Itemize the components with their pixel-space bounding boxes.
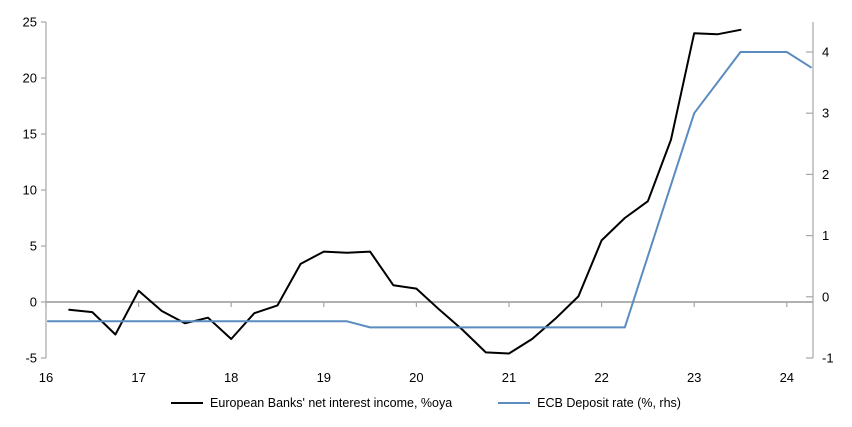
legend-line-swatch-black: [171, 402, 204, 404]
series-line-0: [68, 28, 742, 355]
legend-label-ecb-deposit-rate: ECB Deposit rate (%, rhs): [537, 396, 681, 410]
x-axis-tick-label: 22: [594, 370, 608, 385]
series-line-1: [46, 51, 812, 329]
y-axis-right-tick-label: 3: [822, 106, 829, 121]
x-axis-tick-label: 24: [780, 370, 794, 385]
x-axis-tick-label: 20: [409, 370, 423, 385]
y-axis-left-tick-label: -5: [25, 351, 37, 366]
y-axis-right-tick-label: 4: [822, 45, 829, 60]
y-axis-left-tick-label: 15: [23, 127, 37, 142]
x-axis-tick-label: 16: [39, 370, 53, 385]
chart-legend: European Banks' net interest income, %oy…: [0, 396, 852, 410]
y-axis-right-tick-label: -1: [822, 351, 834, 366]
x-axis-tick-label: 23: [687, 370, 701, 385]
y-axis-left-tick-label: 0: [30, 295, 37, 310]
x-axis-tick-label: 21: [502, 370, 516, 385]
legend-item-ecb-deposit-rate: ECB Deposit rate (%, rhs): [498, 396, 681, 410]
y-axis-right-tick-label: 2: [822, 167, 829, 182]
legend-item-net-interest-income: European Banks' net interest income, %oy…: [171, 396, 452, 410]
x-axis-tick-label: 19: [317, 370, 331, 385]
x-axis-tick-label: 17: [131, 370, 145, 385]
y-axis-left-tick-label: 20: [23, 71, 37, 86]
legend-label-net-interest-income: European Banks' net interest income, %oy…: [210, 396, 453, 410]
y-axis-right-tick-label: 0: [822, 289, 829, 304]
y-axis-left-tick-label: 5: [30, 239, 37, 254]
y-axis-left-tick-label: 25: [23, 15, 37, 30]
y-axis-right-tick-label: 1: [822, 228, 829, 243]
legend-line-swatch-blue: [498, 402, 531, 404]
y-axis-left-tick-label: 10: [23, 183, 37, 198]
x-axis-tick-label: 18: [224, 370, 238, 385]
